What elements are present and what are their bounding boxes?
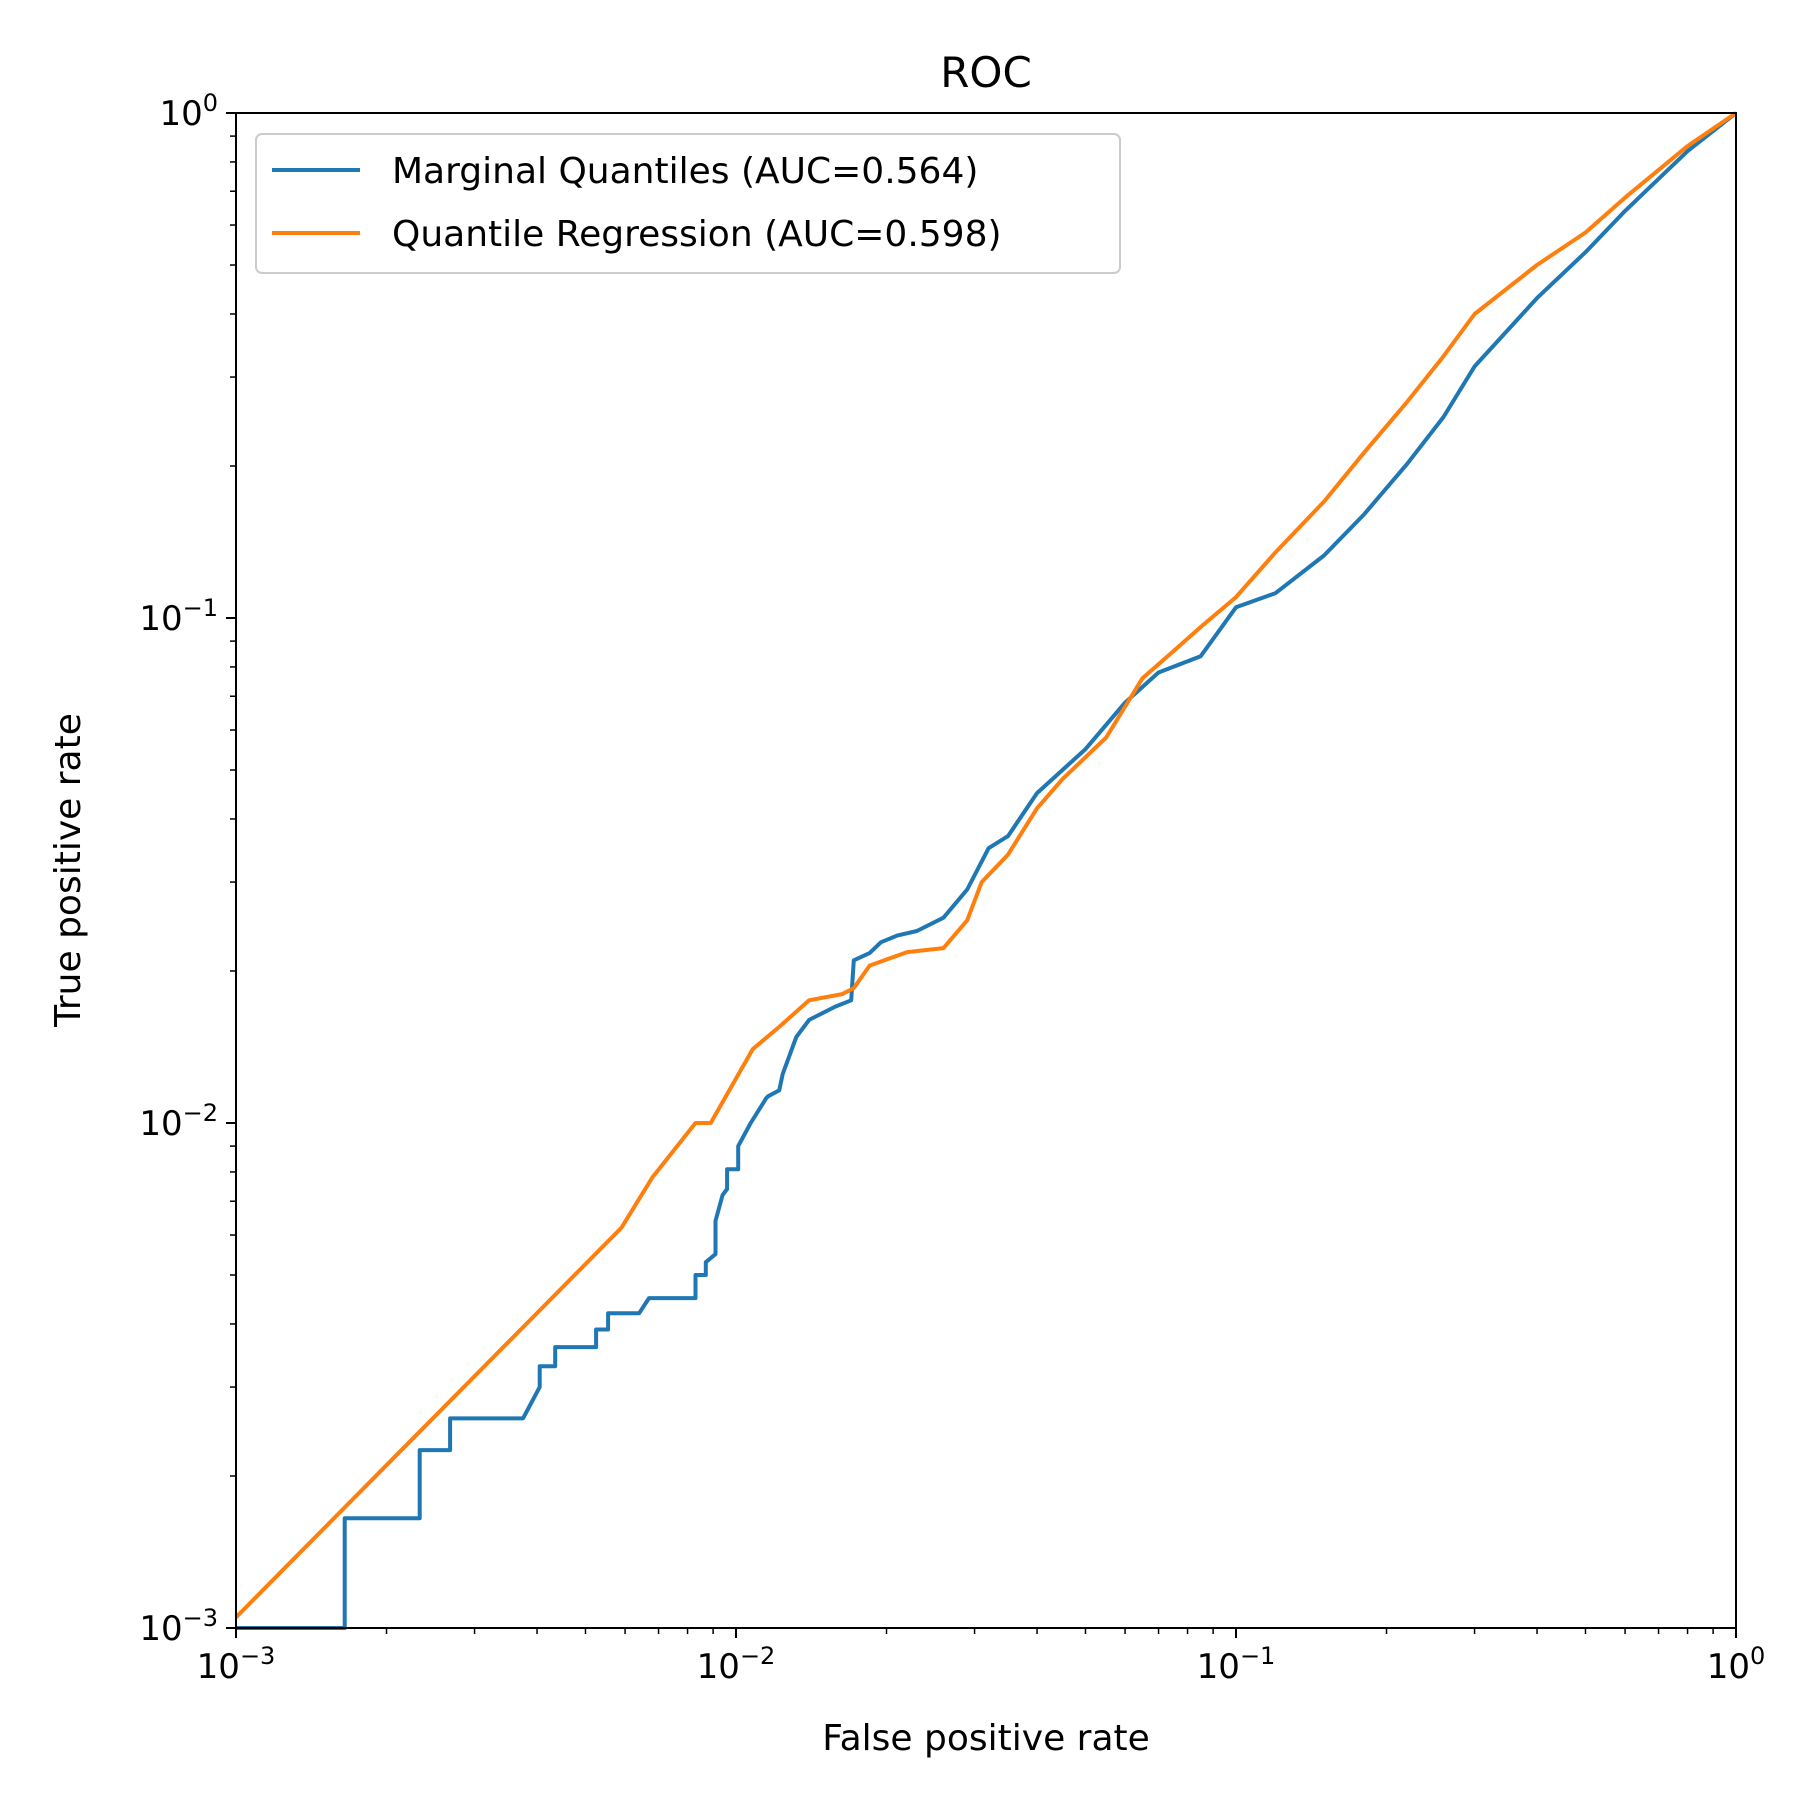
legend-label-quantile-regression: Quantile Regression (AUC=0.598) xyxy=(392,214,1002,255)
x-tick-label: 10−1 xyxy=(1197,1642,1276,1687)
chart-title: ROC xyxy=(940,48,1032,97)
y-tick-label: 100 xyxy=(159,89,218,134)
x-axis-title: False positive rate xyxy=(822,1718,1150,1759)
x-tick-label: 10−3 xyxy=(197,1642,276,1687)
legend-label-marginal: Marginal Quantiles (AUC=0.564) xyxy=(392,151,978,192)
x-tick-label: 100 xyxy=(1707,1642,1766,1687)
plot-frame xyxy=(235,112,1737,1629)
y-tick-label: 10−1 xyxy=(139,594,218,639)
legend-box xyxy=(255,133,1121,274)
ticks-layer xyxy=(226,112,1737,1638)
series-layer xyxy=(234,111,1738,1630)
plot-area xyxy=(236,113,1736,1628)
x-tick-label: 10−2 xyxy=(697,1642,776,1687)
y-tick-label: 10−3 xyxy=(139,1604,218,1649)
tick-labels-layer: 10−3 10−2 10−1 100 10−3 10−2 10−1 100 xyxy=(139,89,1765,1687)
legend: Marginal Quantiles (AUC=0.564) Quantile … xyxy=(255,133,1121,274)
y-axis-title: True positive rate xyxy=(48,713,89,1028)
y-tick-label: 10−2 xyxy=(139,1099,218,1144)
series-line-quantile-regression xyxy=(234,111,1738,1619)
series-line-marginal-quantiles xyxy=(236,111,1738,1630)
